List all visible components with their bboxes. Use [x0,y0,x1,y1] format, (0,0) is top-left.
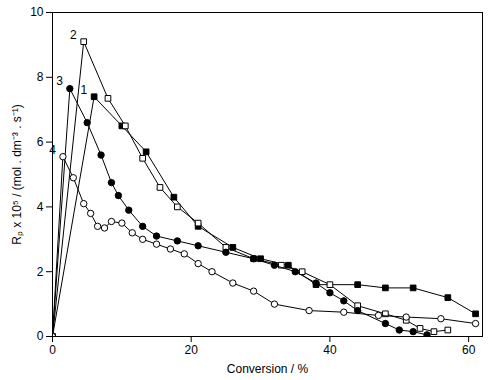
svg-text:4: 4 [37,200,44,214]
svg-text:0: 0 [49,343,56,357]
svg-text:10: 10 [30,5,44,19]
svg-text:1: 1 [80,83,87,97]
svg-text:Rₚ x 10⁵ / (mol . dm⁻³ . s⁻¹): Rₚ x 10⁵ / (mol . dm⁻³ . s⁻¹) [10,104,24,245]
svg-text:60: 60 [462,343,476,357]
svg-text:4: 4 [49,142,56,157]
svg-text:Conversion / %: Conversion / % [227,362,309,376]
svg-text:40: 40 [323,343,337,357]
svg-text:2: 2 [70,28,77,42]
svg-text:3: 3 [56,74,63,88]
svg-text:8: 8 [37,70,44,84]
svg-text:20: 20 [185,343,199,357]
svg-text:6: 6 [37,135,44,149]
svg-text:0: 0 [37,329,44,343]
svg-text:2: 2 [37,265,44,279]
